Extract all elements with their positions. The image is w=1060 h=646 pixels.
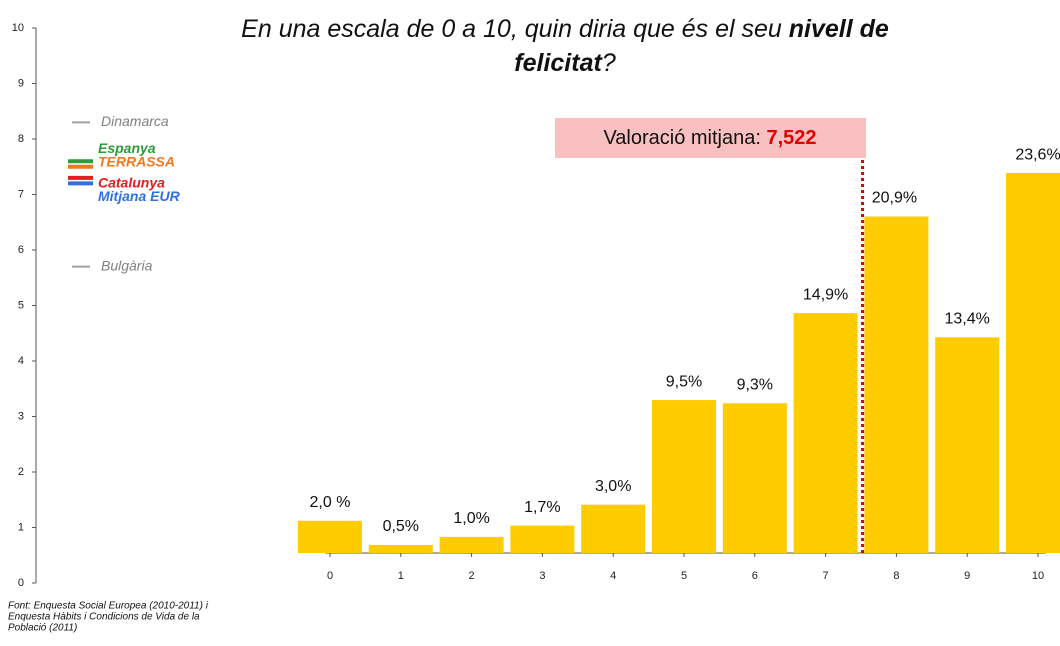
x-tick-label: 8: [893, 570, 899, 582]
bar: [935, 337, 1000, 553]
value-label: 23,6%: [1015, 146, 1060, 163]
marker-label: TERRASSA: [98, 153, 175, 169]
y-tick-label: 6: [18, 244, 24, 256]
chart-title: En una escala de 0 a 10, quin diria que …: [241, 15, 889, 43]
y-tick-label: 5: [18, 299, 24, 311]
value-label: 1,7%: [524, 499, 560, 516]
value-label: 1,0%: [453, 510, 489, 527]
y-tick-label: 9: [18, 77, 24, 89]
bar: [864, 216, 929, 553]
marker-label: Mitjana EUR: [98, 188, 181, 204]
bar: [652, 400, 716, 553]
y-tick-label: 8: [18, 133, 24, 145]
title-part: ?: [602, 49, 616, 77]
chart-title-line2: felicitat?: [514, 49, 616, 77]
x-tick-label: 9: [964, 570, 970, 582]
bar: [722, 403, 787, 553]
x-tick-label: 1: [398, 570, 404, 582]
x-tick-label: 7: [823, 570, 829, 582]
reference-text: Valoració mitjana: 7,522: [603, 127, 816, 149]
marker-label: Espanya: [98, 140, 156, 156]
bar: [793, 313, 858, 553]
y-tick-label: 0: [18, 577, 24, 589]
x-tick-label: 5: [681, 570, 687, 582]
x-tick-label: 10: [1032, 570, 1044, 582]
x-tick-label: 4: [610, 570, 616, 582]
x-tick-label: 0: [327, 570, 333, 582]
title-part: felicitat: [514, 49, 603, 77]
marker-label: Catalunya: [98, 175, 165, 191]
y-tick-label: 4: [18, 355, 24, 367]
value-label: 20,9%: [872, 190, 917, 207]
marker-label: Bulgària: [101, 257, 153, 273]
y-tick-label: 3: [18, 410, 24, 422]
value-label: 14,9%: [803, 286, 848, 303]
title-part: En una escala de 0 a 10, quin diria que …: [241, 15, 789, 43]
y-tick-label: 1: [18, 521, 24, 533]
y-tick-label: 2: [18, 466, 24, 478]
value-label: 3,0%: [595, 478, 631, 495]
reference-label: Valoració mitjana:: [603, 127, 766, 149]
bar: [581, 504, 646, 553]
reference-value-label: 7,522: [766, 127, 816, 149]
x-tick-label: 6: [752, 570, 758, 582]
source-note: Font: Enquesta Social Europea (2010-2011…: [8, 601, 209, 612]
value-label: 2,0 %: [310, 494, 351, 511]
value-label: 9,5%: [666, 373, 702, 390]
reference-box: [555, 118, 866, 158]
source-note: Població (2011): [8, 623, 77, 634]
source-note: Enquesta Hàbits i Condicions de Vida de …: [8, 612, 200, 623]
title-part: nivell de: [789, 15, 889, 43]
y-tick-label: 10: [12, 22, 24, 34]
bar: [510, 525, 575, 553]
bar: [298, 520, 362, 553]
bar: [368, 544, 433, 553]
x-tick-label: 2: [469, 570, 475, 582]
marker-label: Dinamarca: [101, 113, 169, 129]
x-tick-label: 3: [539, 570, 545, 582]
bar: [1006, 173, 1060, 554]
bar: [439, 536, 504, 553]
value-label: 0,5%: [383, 518, 419, 535]
value-label: 9,3%: [737, 376, 773, 393]
y-tick-label: 7: [18, 188, 24, 200]
value-label: 13,4%: [945, 310, 990, 327]
